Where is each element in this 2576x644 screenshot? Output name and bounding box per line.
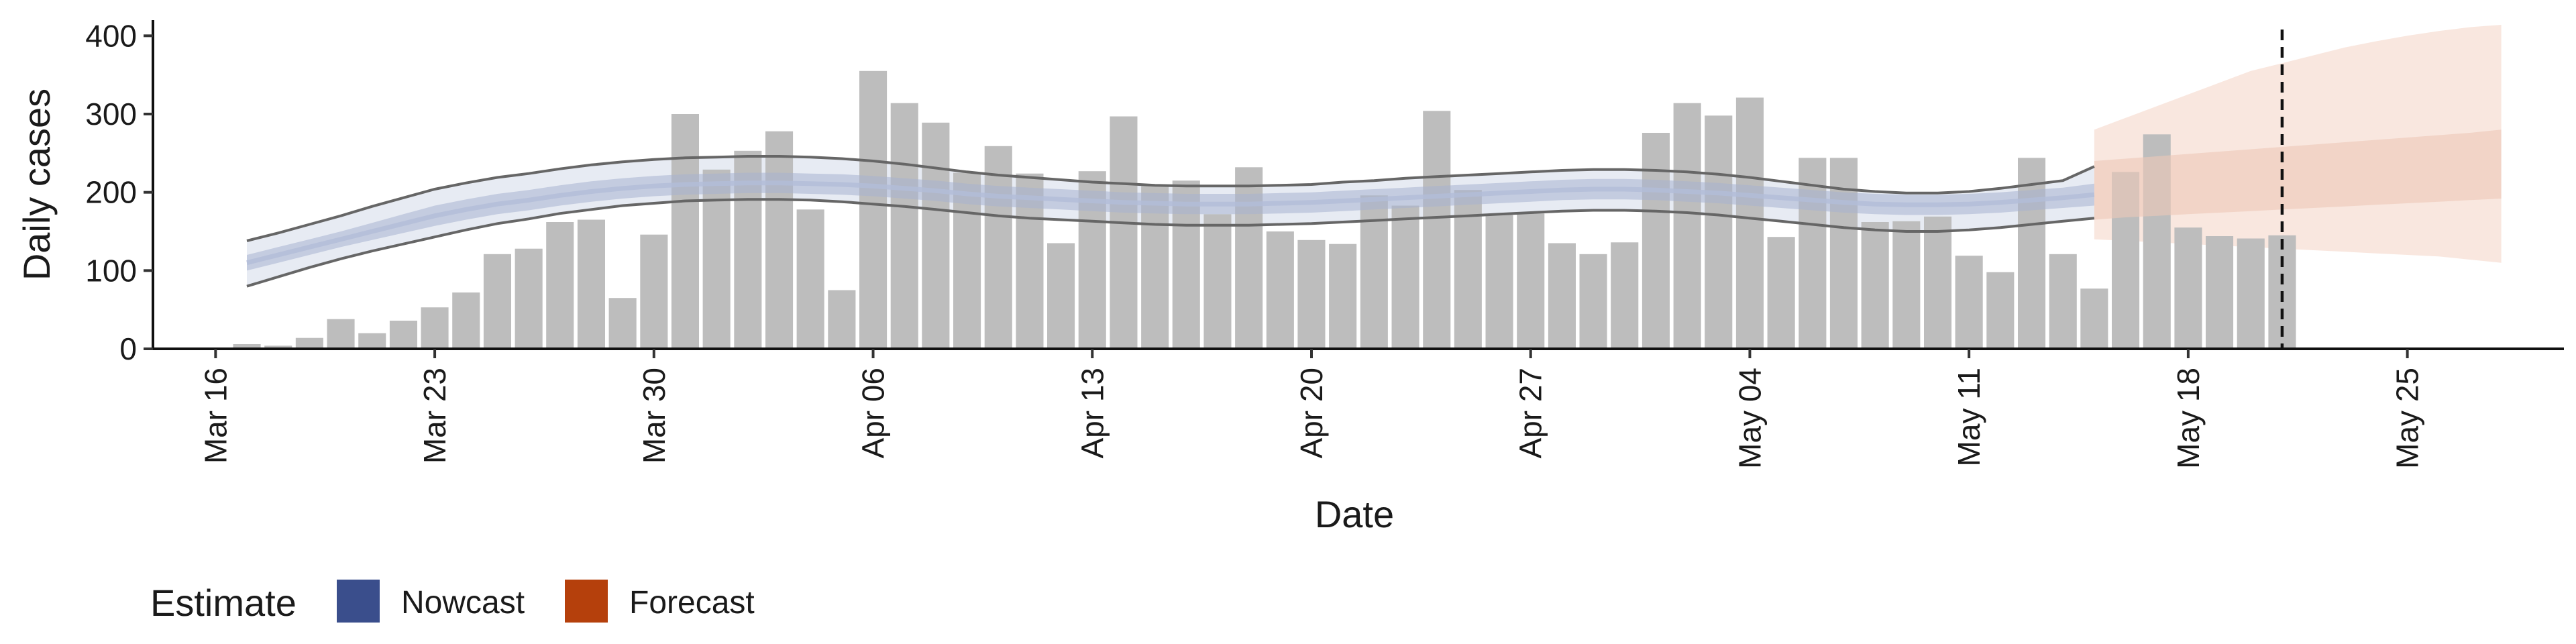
y-tick-label-2: 200 <box>85 175 137 210</box>
legend-swatch-forecast <box>565 580 608 623</box>
bar-1 <box>264 345 292 349</box>
bar-4 <box>358 333 386 349</box>
x-axis-title: Date <box>1315 493 1394 535</box>
bar-13 <box>640 234 668 349</box>
bar-9 <box>515 248 543 349</box>
bar-48 <box>1735 97 1764 349</box>
nowcast-upper-bound-line <box>246 155 2095 242</box>
bar-56 <box>1986 272 2015 349</box>
x-tick-label-5: Apr 20 <box>1294 368 1329 459</box>
bar-47 <box>1705 115 1733 350</box>
bar-51 <box>1829 158 1858 350</box>
bar-53 <box>1892 221 1921 349</box>
bar-12 <box>608 298 637 349</box>
bar-7 <box>452 292 480 349</box>
legend-title: Estimate <box>150 582 297 624</box>
bar-38 <box>1423 111 1451 350</box>
bar-2 <box>295 337 323 349</box>
bar-10 <box>546 222 574 349</box>
bar-33 <box>1266 231 1294 349</box>
bar-49 <box>1767 237 1795 349</box>
bar-17 <box>765 131 794 349</box>
bar-59 <box>2080 288 2108 349</box>
bar-20 <box>859 70 888 350</box>
x-tick-label-7: May 04 <box>1732 368 1767 469</box>
bar-36 <box>1360 195 1388 349</box>
bar-55 <box>1955 256 1983 349</box>
bar-22 <box>922 122 950 350</box>
bar-28 <box>1110 116 1138 349</box>
bar-63 <box>2206 236 2234 349</box>
bar-46 <box>1673 103 1701 349</box>
x-tick-label-2: Mar 30 <box>637 368 672 464</box>
x-tick-label-8: May 11 <box>1951 368 1986 466</box>
line-layer <box>246 30 2284 349</box>
bar-52 <box>1861 222 1889 349</box>
y-tick-label-3: 300 <box>85 97 137 131</box>
bar-8 <box>483 254 511 349</box>
bar-43 <box>1579 254 1607 349</box>
legend-label-nowcast: Nowcast <box>401 585 525 621</box>
x-tick-label-1: Mar 23 <box>417 368 452 464</box>
x-tick-label-3: Apr 06 <box>856 368 891 459</box>
bar-62 <box>2174 227 2202 349</box>
bar-6 <box>421 307 449 349</box>
x-tick-label-6: Apr 27 <box>1513 368 1548 459</box>
band-layer-inner <box>247 129 2502 271</box>
nowcast-median-line <box>246 180 2095 266</box>
x-tick-label-9: May 18 <box>2171 368 2206 469</box>
bar-21 <box>890 103 918 349</box>
bar-26 <box>1047 243 1075 349</box>
bar-39 <box>1454 190 1482 349</box>
x-tick-label-10: May 25 <box>2390 368 2425 469</box>
legend-swatch-nowcast <box>337 580 380 623</box>
bar-3 <box>327 319 355 349</box>
y-tick-label-0: 0 <box>119 331 137 366</box>
bar-41 <box>1517 213 1545 349</box>
bar-5 <box>389 321 417 349</box>
bar-54 <box>1924 216 1952 349</box>
axes: 0 100 200 300 400 Mar 16 Mar 23 Mar 30 Apr 06 Apr… <box>15 18 2564 535</box>
legend: Estimate Nowcast Forecast <box>150 580 755 624</box>
y-tick-label-4: 400 <box>85 18 137 53</box>
y-axis-title: Daily cases <box>15 89 58 280</box>
bar-44 <box>1611 242 1639 349</box>
x-tick-label-4: Apr 13 <box>1075 368 1110 459</box>
bar-64 <box>2237 238 2265 349</box>
bar-0 <box>233 344 261 349</box>
bar-42 <box>1548 243 1576 349</box>
bar-19 <box>828 290 856 349</box>
bar-58 <box>2049 254 2077 349</box>
y-tick-label-1: 100 <box>85 253 137 288</box>
bar-11 <box>577 219 605 349</box>
bar-15 <box>702 169 731 350</box>
bar-40 <box>1485 215 1513 349</box>
bar-35 <box>1329 244 1357 349</box>
forecast-inner-band <box>2094 129 2502 220</box>
bar-14 <box>671 114 699 349</box>
nowcast-lower-bound-line <box>246 198 2095 288</box>
legend-label-forecast: Forecast <box>629 585 755 621</box>
bar-34 <box>1297 239 1326 349</box>
bar-45 <box>1642 133 1670 349</box>
nowcast-inner-band <box>247 172 2094 271</box>
bar-24 <box>984 146 1012 350</box>
x-tick-label-0: Mar 16 <box>198 368 233 464</box>
bar-31 <box>1203 214 1232 349</box>
bar-37 <box>1391 205 1419 349</box>
bar-18 <box>796 209 824 349</box>
